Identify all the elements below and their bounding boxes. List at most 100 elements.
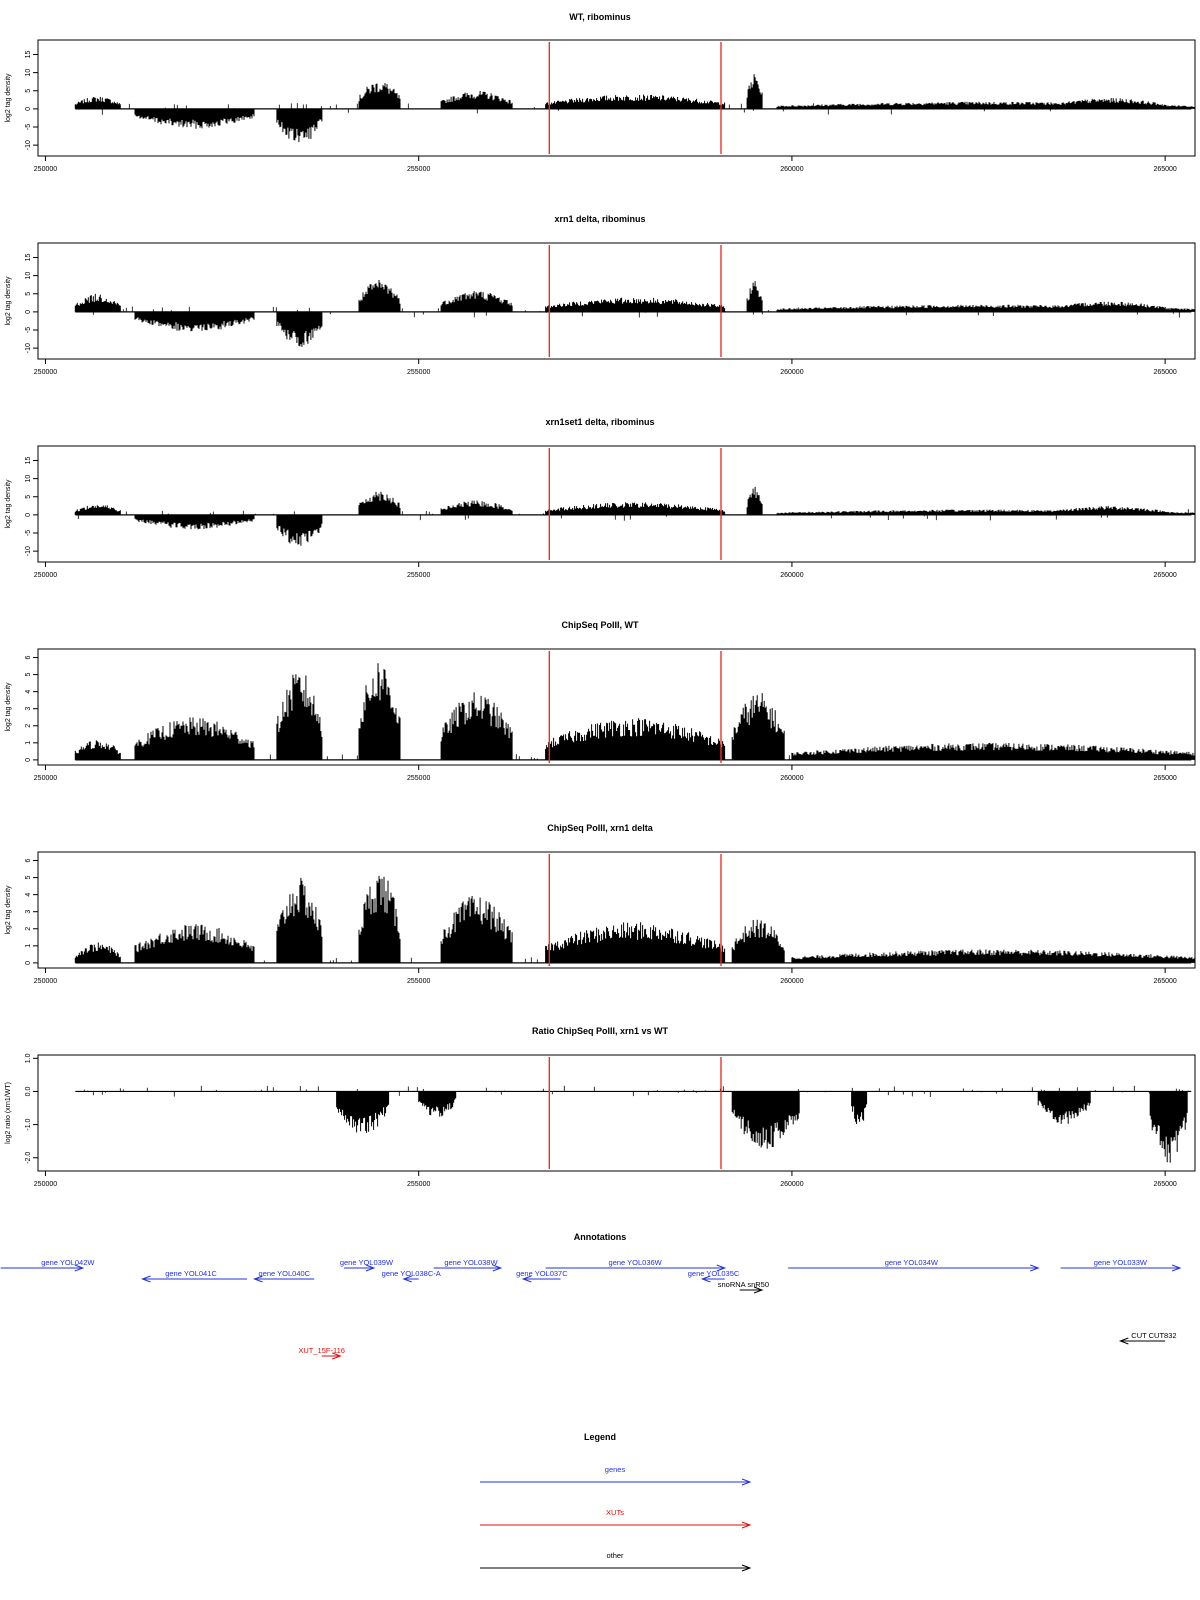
signal-segment-1: [336, 1091, 390, 1133]
annotations-panel: Annotations gene YOL042W gene YOL041C gene…: [0, 1232, 1182, 1360]
signal-segment-4: [358, 83, 401, 109]
signal-segment-4: [358, 663, 401, 760]
signal-segment-6: [545, 502, 726, 515]
plot-frame: [37, 242, 1196, 360]
signal-segment-2: [134, 924, 255, 963]
plot-frame: [37, 1054, 1196, 1172]
x-tick-label: 265000: [1153, 369, 1176, 376]
x-tick-label: 260000: [780, 978, 803, 985]
y-tick-label: 5: [25, 673, 32, 677]
x-tick-label: 255000: [407, 1181, 430, 1188]
signal-segment-2: [134, 311, 255, 332]
y-tick-label: -5: [25, 327, 32, 333]
legend-label-1: genes: [605, 1465, 626, 1474]
annotation-tracks: gene YOL042W gene YOL041C gene YOL040C gene…: [0, 1258, 1182, 1360]
gene-label-6: gene YOL038W: [444, 1258, 498, 1267]
other-label-2: CUT CUT832: [1131, 1331, 1176, 1340]
legend-arrow-1-head: [741, 1478, 752, 1486]
x-tick-label: 255000: [407, 369, 430, 376]
y-tick-label: 6: [25, 858, 32, 862]
y-tick-label: -2.0: [25, 1152, 32, 1164]
y-tick-label: 3: [25, 707, 32, 711]
x-tick-label: 265000: [1153, 166, 1176, 173]
signal-segment-5: [1037, 1091, 1091, 1124]
chart-title: xrn1 delta, ribominus: [554, 214, 645, 224]
gene-arrow-7-head: [521, 1275, 532, 1283]
signal-segment-4: [851, 1091, 868, 1124]
background-signal: [101, 103, 1147, 115]
signal-segment-2: [418, 1091, 457, 1117]
plot-frame: [37, 445, 1196, 563]
signal-segment-7: [731, 693, 785, 760]
annotations-title: Annotations: [574, 1232, 627, 1242]
x-tick-label: 255000: [407, 166, 430, 173]
y-axis-label: log2 tag density: [5, 682, 12, 732]
gene-arrow-4-head: [365, 1264, 376, 1272]
x-tick-label: 265000: [1153, 1181, 1176, 1188]
legend-label-2: XUTs: [606, 1508, 624, 1517]
y-tick-label: 0.0: [25, 1086, 32, 1096]
y-tick-label: 10: [25, 272, 32, 280]
signal-segment-6: [545, 718, 726, 760]
gene-arrow-2-head: [141, 1275, 151, 1283]
gene-label-7: gene YOL037C: [516, 1269, 568, 1278]
y-tick-label: 15: [25, 254, 32, 262]
y-tick-label: -5: [25, 530, 32, 536]
x-tick-label: 250000: [34, 1181, 57, 1188]
signal-segment-3: [276, 877, 323, 963]
signal-segment-4: [358, 280, 401, 312]
other-label-1: snoRNA snR50: [718, 1280, 769, 1289]
signal-segment-1: [74, 740, 121, 760]
background-signal: [77, 957, 1186, 963]
chart-title: ChipSeq PolII, WT: [562, 620, 639, 630]
x-tick-label: 255000: [407, 978, 430, 985]
chart-title: xrn1set1 delta, ribominus: [545, 417, 654, 427]
y-tick-label: -10: [25, 343, 32, 353]
signal-segment-7: [746, 74, 763, 109]
gene-label-1: gene YOL042W: [41, 1258, 95, 1267]
signal-segment-7: [746, 486, 763, 515]
x-tick-label: 260000: [780, 369, 803, 376]
signal-segment-1: [74, 96, 121, 109]
signal-segment-3: [731, 1091, 800, 1149]
signal-segment-4: [358, 875, 401, 963]
signal-segment-9: [1052, 301, 1166, 312]
y-axis-label: log2 tag density: [5, 276, 12, 326]
legend-items: genes XUTs other: [480, 1465, 752, 1572]
signal-segment-9: [1052, 505, 1166, 515]
y-tick-label: 0: [25, 513, 32, 517]
gene-arrow-8-head: [716, 1264, 727, 1272]
y-tick-label: 0: [25, 107, 32, 111]
y-tick-label: -1.0: [25, 1118, 32, 1130]
legend-arrow-2-head: [741, 1521, 752, 1529]
y-tick-label: 15: [25, 457, 32, 465]
y-axis-label: log2 ratio (xrn1/WT): [5, 1082, 12, 1144]
x-tick-label: 260000: [780, 166, 803, 173]
signal-segment-5: [440, 500, 513, 515]
signal-segment-3: [276, 108, 323, 143]
y-tick-label: 2: [25, 724, 32, 728]
signal-segment-1: [74, 293, 121, 312]
signal-segment-8: [791, 742, 1196, 760]
y-tick-label: 2: [25, 927, 32, 931]
chart-title: WT, ribominus: [569, 12, 631, 22]
gene-label-10: gene YOL034W: [885, 1258, 939, 1267]
plot-frame: [37, 39, 1196, 157]
x-tick-label: 260000: [780, 572, 803, 579]
gene-label-9: gene YOL035C: [688, 1269, 740, 1278]
signal-segment-4: [358, 491, 401, 515]
signal-segment-6: [545, 94, 726, 109]
chart-panel-6: Ratio ChipSeq PolII, xrn1 vs WT log2 rati…: [5, 1026, 1196, 1188]
y-tick-label: 6: [25, 655, 32, 659]
signal-segment-5: [440, 91, 513, 109]
chart-panel-1: WT, ribominus log2 tag density -10 -5 0 5 10 15…: [5, 12, 1196, 173]
xut-label-1: XUT_15F-116: [298, 1346, 345, 1355]
signal-segment-6: [545, 922, 726, 963]
gene-label-2: gene YOL041C: [165, 1269, 217, 1278]
x-tick-label: 250000: [34, 572, 57, 579]
background-signal: [92, 306, 1180, 318]
y-tick-label: 10: [25, 69, 32, 77]
signal-segment-7: [746, 281, 763, 312]
signal-segment-3: [276, 514, 323, 546]
